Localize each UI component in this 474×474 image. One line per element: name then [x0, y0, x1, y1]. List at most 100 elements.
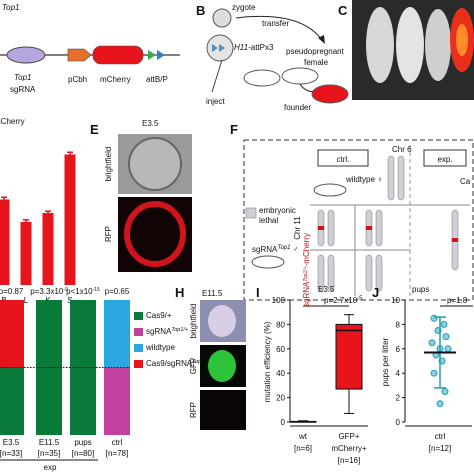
x-tick-sublabel: mCherry+ [331, 444, 367, 453]
mouse-icon [281, 67, 319, 85]
y-tick-label: 0 [281, 418, 286, 427]
site-label: attB/P [146, 75, 168, 84]
p-value-text: p=0.87 [0, 287, 24, 296]
arrowhead [318, 35, 325, 44]
allele-label: H11-attPx3 [234, 43, 274, 52]
y-tick-label: 8 [396, 320, 401, 329]
allele-name: sgRNA [302, 281, 311, 307]
bar-segment [0, 367, 24, 435]
panel-label: B [196, 3, 205, 18]
chart-title: E3.5 [318, 285, 335, 294]
data-point [441, 388, 449, 395]
y-axis-label: pups per litter [381, 337, 390, 386]
mouse-image [425, 9, 451, 81]
p-value-text: p=2.7x10 [324, 296, 358, 305]
male-label: sgRNATop1 ♂ [252, 245, 298, 254]
panel-label: I [256, 285, 260, 300]
count-label: [n=12] [429, 444, 451, 453]
fluorescence [456, 24, 468, 56]
promoter-label: pCbh [68, 75, 87, 84]
founder-label: founder [284, 103, 311, 112]
bar-segment [104, 367, 130, 435]
stage-label: E3.5 [142, 119, 159, 128]
x-tick-label: L [24, 296, 29, 305]
allele-superscript: Top1/+ [303, 266, 309, 281]
bar [0, 199, 10, 285]
legend-label: Cas9/+ [146, 311, 172, 320]
data-point [442, 333, 450, 341]
y-tick-label: 6 [396, 345, 401, 354]
founder-icon [311, 84, 349, 104]
panel-label: J [372, 285, 379, 300]
data-point [436, 345, 444, 353]
recipient-label: female [304, 58, 329, 67]
y-tick-label: 100 [272, 296, 286, 305]
chromosome [317, 254, 325, 292]
zygote-label: zygote [232, 3, 256, 12]
channel-label: RFP [189, 402, 198, 418]
legend-superscript: Top1 [192, 359, 204, 365]
bar-segment [70, 300, 96, 435]
p-value: p=0.87 [0, 287, 24, 296]
x-tick-sublabel: [n=16] [338, 456, 360, 465]
reporter-label: mCherry [100, 75, 131, 84]
construct-name: Top1 [2, 3, 20, 12]
chromosome [375, 209, 383, 247]
chart-title: pups [412, 285, 429, 294]
x-tick-sublabel: [n=6] [294, 444, 312, 453]
chromosome [365, 254, 373, 292]
site-element [148, 50, 156, 60]
x-tick-label: E11.5 [39, 438, 60, 447]
y-tick-label: 10 [391, 296, 400, 305]
male-genotype: sgRNA [252, 245, 278, 254]
y-tick-label: 40 [276, 369, 285, 378]
legend-label: sgRNATop1/+ [146, 327, 189, 336]
y-tick-label: 60 [276, 345, 285, 354]
recipient-label: pseudopregnant [286, 47, 345, 56]
legend-name: sgRNA [146, 327, 172, 336]
site-element [157, 50, 165, 60]
channel-label: brightfield [104, 147, 113, 182]
cross-label: exp. [437, 155, 452, 164]
y-tick-label: 80 [276, 320, 285, 329]
p-value-text: p=3.3x10 [30, 287, 64, 296]
chromosome [387, 155, 395, 201]
legend-label: embryonic [259, 206, 296, 215]
legend-name: Cas9/+ [146, 311, 172, 320]
embryo-fluorescence [124, 201, 186, 267]
p-value: p<1x10-15 [66, 287, 100, 296]
p-value: p=3.3x10-9 [30, 287, 68, 296]
chromosome [327, 209, 335, 247]
panel-label: E [90, 122, 99, 137]
legend-name: Cas9/sgRNA [146, 359, 193, 368]
sgrna-element [6, 46, 46, 64]
y-tick-label: 2 [396, 394, 401, 403]
embryo-image [128, 137, 182, 191]
site-icon [212, 44, 218, 52]
legend-swatch [134, 360, 143, 368]
panel-label: H [175, 285, 184, 300]
x-tick-label: pups [74, 438, 91, 447]
allele-tag: -mCherry [302, 233, 311, 266]
data-point [430, 314, 438, 322]
bar [20, 222, 32, 285]
chromosome [327, 254, 335, 292]
embryo-fluorescence [208, 350, 236, 382]
x-tick-label: ctrl [435, 432, 446, 441]
p-value: p=1.8 [447, 296, 468, 305]
mouse-icon [313, 183, 347, 197]
legend-name: wildtype [145, 343, 175, 352]
mouse-image [366, 7, 394, 83]
chromosome [397, 155, 405, 201]
bar-segment [0, 300, 24, 368]
rfp-image [118, 197, 192, 272]
mouse-icon [251, 255, 285, 269]
promoter-element [67, 48, 92, 62]
p-value-exponent: -9 [63, 287, 68, 293]
mouse-image [396, 7, 424, 83]
bar [64, 154, 76, 285]
panel-label: C [338, 3, 348, 18]
p-value-text: p<1x10 [66, 287, 93, 296]
chromosome [375, 254, 383, 292]
